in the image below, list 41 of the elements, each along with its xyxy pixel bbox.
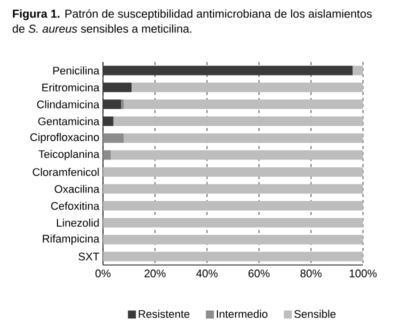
bar — [103, 234, 363, 244]
legend-label: Intermedio — [216, 310, 268, 318]
y-tick-label: Penicilina — [53, 66, 100, 74]
bar — [103, 167, 363, 177]
bar — [103, 66, 353, 76]
bar — [124, 100, 363, 110]
y-tick-label: Cefoxitina — [51, 202, 100, 210]
bar — [352, 66, 363, 76]
bar — [103, 82, 132, 92]
bar — [103, 116, 114, 126]
bar — [121, 100, 124, 110]
bar — [103, 252, 363, 262]
bar — [103, 150, 111, 160]
x-tick-label: 100% — [350, 270, 377, 278]
bar — [113, 116, 363, 126]
y-tick-label: Cloramfenicol — [32, 168, 99, 176]
x-tick-label: 0% — [95, 270, 111, 278]
x-tick-label: 60% — [248, 270, 270, 278]
legend-label: Resistente — [138, 310, 190, 318]
y-tick-label: Linezolid — [56, 218, 99, 227]
y-tick-label: Gentamicina — [38, 117, 100, 126]
bar — [103, 201, 363, 211]
bar — [103, 100, 122, 110]
y-tick-label: SXT — [78, 252, 100, 260]
chart-title: Figura 1. Patrón de susceptibilidad antimicrobiana de los aislamientos de S. aureus sensibles a meticilina. — [12, 9, 372, 33]
y-tick-label: Oxacilina — [54, 184, 100, 193]
bar — [103, 133, 124, 143]
bar — [103, 218, 363, 228]
y-tick-label: Ciprofloxacino — [30, 133, 99, 144]
y-tick-label: Eritromicina — [42, 83, 100, 92]
y-tick-label: Teicoplanina — [38, 150, 100, 160]
x-tick-label: 80% — [300, 270, 322, 278]
x-tick-label: 20% — [144, 270, 166, 278]
x-tick-label: 40% — [196, 270, 218, 278]
bar — [132, 82, 363, 92]
y-tick-label: Rifampicina — [42, 234, 100, 245]
bar — [110, 150, 363, 160]
bar — [103, 184, 363, 194]
bar — [124, 133, 363, 143]
y-tick-label: Clindamicina — [37, 100, 100, 108]
legend-label: Sensible — [294, 310, 336, 318]
